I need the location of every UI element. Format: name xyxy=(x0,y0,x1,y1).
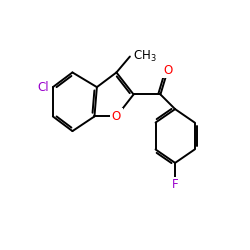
Text: Cl: Cl xyxy=(38,80,49,94)
Text: O: O xyxy=(112,110,121,123)
Text: O: O xyxy=(163,64,172,76)
Text: CH$_3$: CH$_3$ xyxy=(133,49,156,64)
Text: F: F xyxy=(172,178,178,192)
